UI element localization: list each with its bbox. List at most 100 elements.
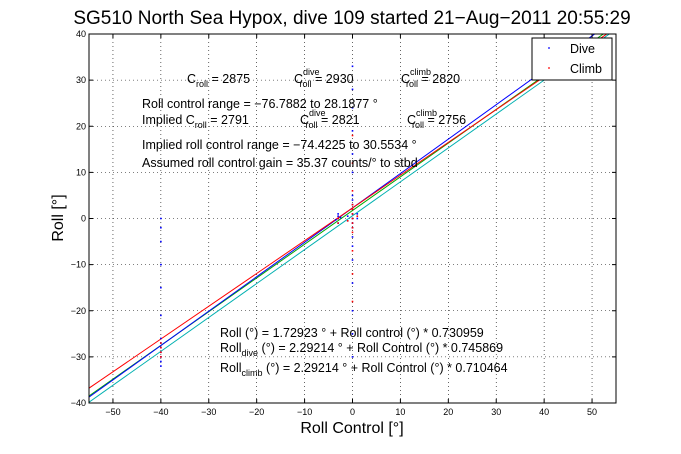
x-axis-label: Roll Control [°] — [300, 420, 403, 437]
dive-point — [160, 240, 162, 243]
dive-point — [351, 153, 354, 155]
fit-lines — [89, 34, 611, 403]
equation-climb: Rollclimb (°) = 2.29214 ° + Roll Control… — [220, 361, 508, 378]
annotation-c-roll-climb: Cclimb roll = 2820 — [401, 67, 460, 89]
dive-point — [160, 217, 162, 220]
annotation-implied-range: Implied roll control range = −74.4225 to… — [142, 138, 417, 152]
climb-point — [351, 273, 354, 275]
climb-point — [351, 162, 354, 164]
x-tick-label: −10 — [297, 407, 312, 417]
dive-point — [351, 236, 354, 238]
climb-point — [337, 217, 339, 220]
x-tick-label: 50 — [587, 407, 597, 417]
annotation-implied-c-roll: Implied Croll = 2791 — [142, 113, 249, 130]
axis-ticks: −50 −40 −30 −20 −10 0 10 20 30 40 50 −40 −30 −20 −10 0 1… — [71, 29, 616, 417]
annotation-c-roll: Croll = 2875 — [187, 72, 250, 89]
dive-point — [351, 171, 354, 174]
annotations-bottom: Roll (°) = 1.72923 ° + Roll control (°) … — [220, 326, 508, 378]
y-tick-label: −10 — [71, 260, 86, 270]
data-points — [160, 65, 359, 367]
climb-point — [351, 222, 354, 224]
legend-dive-marker — [548, 47, 550, 49]
climb-point — [160, 342, 162, 344]
dive-point — [351, 333, 354, 335]
dive-point — [351, 194, 354, 197]
dive-point — [160, 365, 162, 367]
dive-point — [160, 263, 162, 266]
x-tick-label: −50 — [105, 407, 120, 417]
climb-point — [160, 356, 162, 358]
dive-point — [351, 199, 354, 201]
dive-point — [351, 130, 354, 132]
dive-point — [351, 356, 354, 358]
dive-point — [160, 360, 162, 363]
plot-area: −50 −40 −30 −20 −10 0 10 20 30 40 50 −40 −30 −20 −10 0 1… — [71, 29, 617, 417]
x-tick-label: −40 — [153, 407, 168, 417]
y-tick-label: 20 — [76, 121, 86, 131]
y-tick-label: −30 — [71, 352, 86, 362]
dive-point — [337, 213, 339, 215]
y-tick-label: −20 — [71, 306, 86, 316]
annotation-c-roll-dive: Cdive roll = 2930 — [294, 67, 354, 89]
legend-climb-label: Climb — [570, 62, 602, 76]
annotation-gain: Assumed roll control gain = 35.37 counts… — [142, 156, 418, 170]
climb-point — [351, 190, 354, 192]
legend: Dive Climb — [531, 37, 613, 81]
dive-point — [351, 88, 354, 91]
climb-point — [160, 351, 162, 354]
climb-point — [356, 215, 359, 217]
dive-point — [346, 215, 349, 217]
x-tick-label: 10 — [395, 407, 405, 417]
equation-dive: Rolldive (°) = 2.29214 ° + Roll Control … — [220, 341, 503, 358]
climb-point — [351, 203, 354, 206]
x-tick-label: 20 — [443, 407, 453, 417]
dive-point — [351, 65, 354, 68]
legend-dive-label: Dive — [570, 42, 595, 56]
equation-all: Roll (°) = 1.72923 ° + Roll control (°) … — [220, 326, 484, 340]
legend-box — [531, 37, 613, 81]
x-tick-label: 30 — [491, 407, 501, 417]
climb-point — [351, 217, 354, 220]
y-axis-label: Roll [°] — [50, 194, 67, 241]
climb-point — [351, 213, 354, 215]
climb-point — [351, 231, 354, 234]
climb-point — [351, 208, 354, 211]
x-tick-label: 0 — [350, 407, 355, 417]
dive-point — [356, 213, 359, 215]
legend-climb-marker — [548, 67, 550, 69]
fit-line-implied — [89, 34, 611, 403]
dive-point — [160, 286, 162, 289]
dive-point — [160, 314, 162, 317]
dive-point — [337, 215, 339, 217]
x-tick-label: 40 — [539, 407, 549, 417]
chart-title: SG510 North Sea Hypox, dive 109 started … — [73, 8, 630, 29]
dive-point — [351, 245, 354, 247]
dive-point — [339, 216, 342, 219]
dive-point — [351, 309, 354, 312]
x-tick-label: −20 — [249, 407, 264, 417]
climb-point — [351, 134, 354, 137]
dive-point — [160, 337, 162, 340]
dive-point — [334, 219, 337, 221]
y-tick-label: 10 — [76, 167, 86, 177]
y-tick-label: −40 — [71, 398, 86, 408]
climb-point — [337, 222, 339, 224]
dive-point — [351, 107, 354, 109]
climb-point — [351, 249, 354, 252]
annotation-roll-control-range: Roll control range = −76.7882 to 28.1877… — [142, 97, 378, 111]
annotations-top: Croll = 2875 Cdive roll = 2930 Cclimb roll… — [142, 67, 466, 170]
climb-point — [346, 220, 349, 222]
annotation-implied-c-climb: Cclimb roll = 2756 — [407, 108, 466, 130]
climb-point — [160, 346, 162, 349]
dive-point — [160, 226, 162, 229]
dive-point — [356, 217, 359, 220]
y-tick-label: 0 — [81, 214, 86, 224]
fit-line-climb — [89, 34, 608, 389]
x-tick-label: −30 — [201, 407, 216, 417]
dive-point — [351, 259, 354, 261]
dive-point — [351, 282, 354, 284]
y-tick-label: 40 — [76, 29, 86, 39]
y-tick-label: 30 — [76, 75, 86, 85]
annotation-implied-c-dive: Cdive roll = 2821 — [300, 108, 360, 130]
